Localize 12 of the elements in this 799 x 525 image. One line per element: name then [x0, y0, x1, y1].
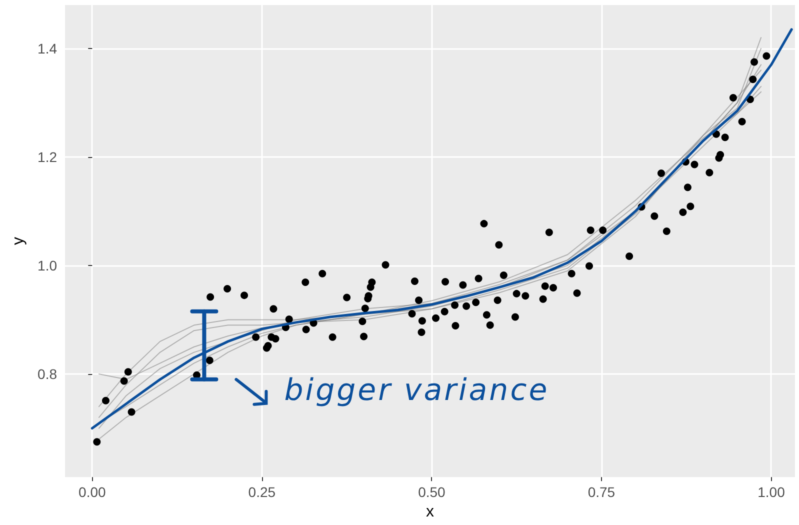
- y-tick-label: 1.4: [38, 40, 58, 56]
- x-tick-label: 1.00: [758, 484, 786, 500]
- x-tick-label: 0.25: [248, 484, 276, 500]
- x-tick-label: 0.00: [78, 484, 106, 500]
- y-tick-label: 1.2: [38, 148, 58, 165]
- y-tick-label: 0.8: [38, 366, 58, 382]
- annotation: bigger variance: [284, 373, 550, 408]
- y-axis-title: y: [10, 237, 28, 246]
- x-tick-label: 0.75: [588, 484, 616, 500]
- x-axis-title: x: [426, 504, 434, 520]
- y-tick-label: 1.0: [38, 257, 58, 274]
- x-tick-label: 0.50: [418, 484, 446, 500]
